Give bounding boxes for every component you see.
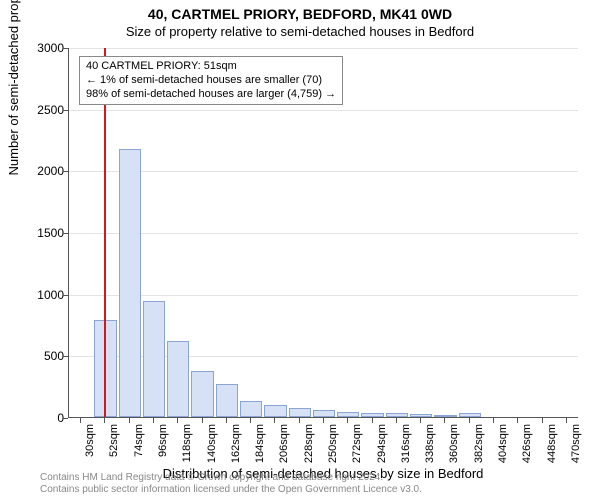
- y-tick-mark: [63, 295, 68, 296]
- x-tick-mark: [129, 418, 130, 423]
- info-box-line: ← 1% of semi-detached houses are smaller…: [86, 74, 336, 88]
- x-tick-mark: [542, 418, 543, 423]
- histogram-bar: [264, 405, 286, 417]
- y-tick-mark: [63, 171, 68, 172]
- footer-line-1: Contains HM Land Registry data © Crown c…: [40, 472, 422, 484]
- x-tick-mark: [202, 418, 203, 423]
- x-tick-mark: [372, 418, 373, 423]
- y-tick-label: 1500: [19, 226, 64, 240]
- x-tick-mark: [177, 418, 178, 423]
- histogram-bar: [434, 415, 456, 417]
- info-box: 40 CARTMEL PRIORY: 51sqm← 1% of semi-det…: [79, 56, 343, 105]
- histogram-bar: [386, 413, 408, 417]
- y-tick-mark: [63, 356, 68, 357]
- info-box-line: 98% of semi-detached houses are larger (…: [86, 88, 336, 102]
- y-tick-label: 2500: [19, 103, 64, 117]
- histogram-bar: [143, 301, 165, 417]
- x-tick-mark: [420, 418, 421, 423]
- chart-title: 40, CARTMEL PRIORY, BEDFORD, MK41 0WD: [0, 6, 600, 22]
- property-size-chart: 40, CARTMEL PRIORY, BEDFORD, MK41 0WD Si…: [0, 0, 600, 500]
- x-tick-mark: [80, 418, 81, 423]
- x-tick-mark: [299, 418, 300, 423]
- histogram-bar: [289, 408, 311, 417]
- footer-attribution: Contains HM Land Registry data © Crown c…: [40, 472, 422, 496]
- x-tick-mark: [104, 418, 105, 423]
- histogram-bar: [459, 413, 481, 417]
- x-tick-mark: [274, 418, 275, 423]
- histogram-bar: [191, 371, 213, 417]
- histogram-bar: [216, 384, 238, 417]
- x-tick-mark: [347, 418, 348, 423]
- plot-area: 40 CARTMEL PRIORY: 51sqm← 1% of semi-det…: [68, 48, 578, 418]
- histogram-bar: [410, 414, 432, 417]
- gridline: [69, 233, 578, 234]
- x-tick-mark: [566, 418, 567, 423]
- gridline: [69, 48, 578, 49]
- histogram-bar: [167, 341, 189, 417]
- y-tick-label: 2000: [19, 164, 64, 178]
- gridline: [69, 110, 578, 111]
- info-box-line: 40 CARTMEL PRIORY: 51sqm: [86, 60, 336, 74]
- y-tick-label: 0: [19, 411, 64, 425]
- x-tick-mark: [323, 418, 324, 423]
- y-tick-mark: [63, 418, 68, 419]
- chart-subtitle: Size of property relative to semi-detach…: [0, 24, 600, 39]
- gridline: [69, 171, 578, 172]
- gridline: [69, 295, 578, 296]
- y-tick-label: 500: [19, 349, 64, 363]
- x-tick-mark: [226, 418, 227, 423]
- histogram-bar: [337, 412, 359, 417]
- x-tick-mark: [396, 418, 397, 423]
- footer-line-2: Contains public sector information licen…: [40, 484, 422, 496]
- x-tick-mark: [469, 418, 470, 423]
- histogram-bar: [313, 410, 335, 417]
- histogram-bar: [240, 401, 262, 417]
- y-tick-mark: [63, 110, 68, 111]
- y-tick-mark: [63, 48, 68, 49]
- histogram-bar: [361, 413, 383, 417]
- y-tick-mark: [63, 233, 68, 234]
- y-tick-label: 3000: [19, 41, 64, 55]
- x-tick-mark: [444, 418, 445, 423]
- histogram-bar: [119, 149, 141, 417]
- x-tick-mark: [493, 418, 494, 423]
- x-tick-mark: [153, 418, 154, 423]
- x-tick-mark: [517, 418, 518, 423]
- x-tick-mark: [250, 418, 251, 423]
- y-tick-label: 1000: [19, 288, 64, 302]
